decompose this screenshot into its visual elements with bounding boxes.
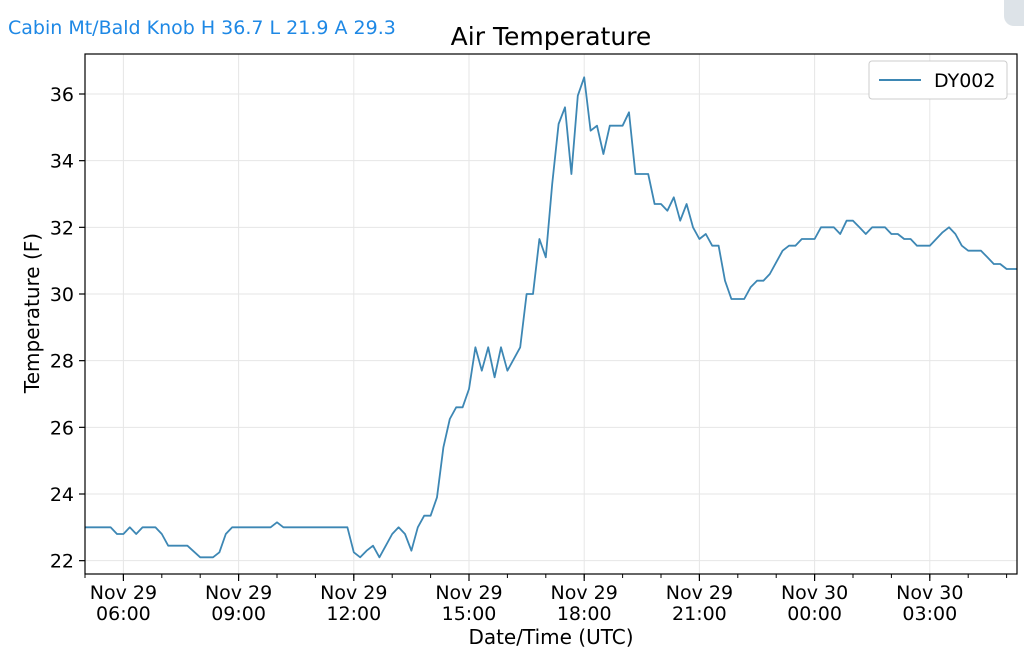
x-tick-label-time: 15:00 [442, 603, 497, 625]
y-tick-label: 30 [50, 284, 74, 306]
y-tick-label: 28 [50, 351, 74, 373]
x-tick-label-time: 18:00 [557, 603, 612, 625]
data-layer [85, 76, 1017, 559]
x-tick-label-date: Nov 29 [435, 582, 502, 604]
grid-lines [85, 54, 1017, 574]
legend-box [868, 60, 1008, 100]
x-tick-label-time: 06:00 [96, 603, 151, 625]
y-tick-label: 36 [50, 84, 74, 106]
x-tick-label-date: Nov 29 [320, 582, 387, 604]
x-tick-label-time: 12:00 [326, 603, 381, 625]
y-tick-label: 26 [50, 417, 74, 439]
x-tick-label-time: 03:00 [902, 603, 957, 625]
x-tick-label-time: 09:00 [211, 603, 266, 625]
legend: DY002 [868, 60, 1008, 100]
window-corner-tab [1004, 0, 1024, 26]
x-tick-label-date: Nov 29 [666, 582, 733, 604]
station-summary: Cabin Mt/Bald Knob H 36.7 L 21.9 A 29.3 [8, 17, 396, 39]
x-tick-label-date: Nov 30 [781, 582, 848, 604]
x-tick-label-date: Nov 29 [205, 582, 272, 604]
y-tick-label: 22 [50, 551, 74, 573]
x-tick-label-date: Nov 30 [896, 582, 963, 604]
plot-area-frame [84, 53, 1018, 575]
y-tick-label: 34 [50, 151, 74, 173]
x-tick-label-date: Nov 29 [90, 582, 157, 604]
y-tick-label: 24 [50, 484, 74, 506]
x-tick-label-time: 21:00 [672, 603, 727, 625]
x-tick-label-date: Nov 29 [551, 582, 618, 604]
chart-title: Air Temperature [451, 22, 652, 51]
x-axis-title: Date/Time (UTC) [468, 625, 633, 649]
y-axis-title: Temperature (F) [20, 233, 44, 394]
series-line-dy002 [85, 76, 1017, 559]
legend-label: DY002 [934, 70, 995, 92]
y-tick-label: 32 [50, 217, 74, 239]
x-tick-label-time: 00:00 [787, 603, 842, 625]
